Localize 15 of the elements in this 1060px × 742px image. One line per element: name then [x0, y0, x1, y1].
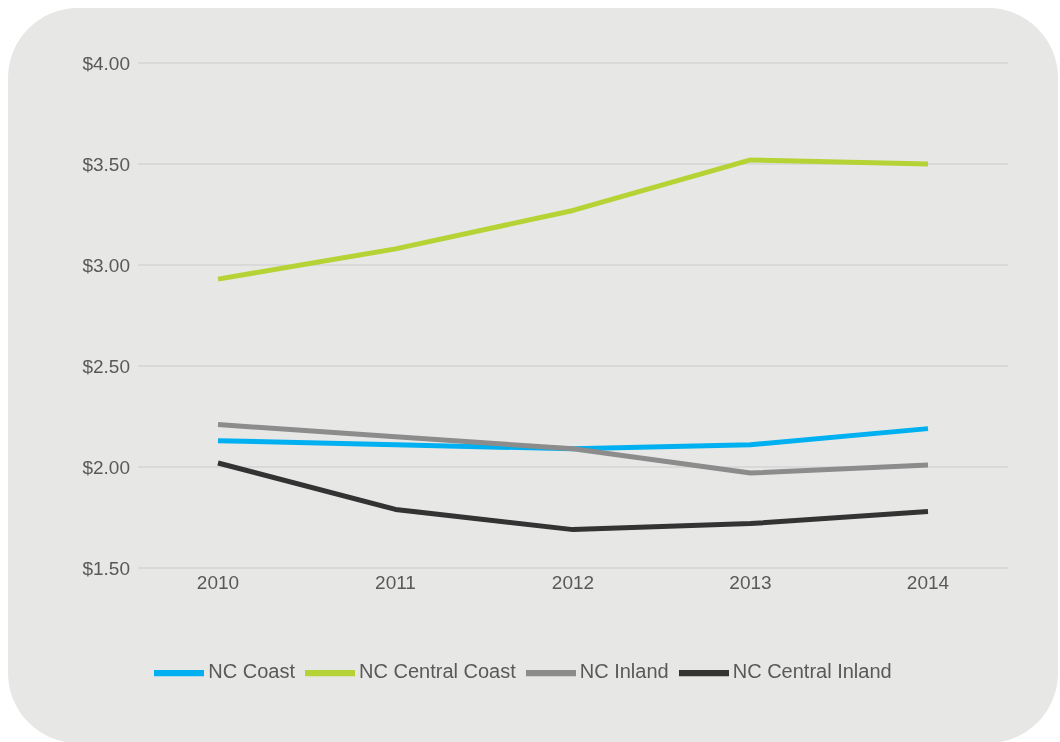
legend-label: NC Central Inland: [732, 660, 892, 683]
y-tick-label: $2.50: [82, 355, 130, 377]
y-tick-label: $3.50: [82, 153, 130, 175]
x-tick-label: 2012: [551, 572, 595, 594]
legend-label: NC Inland: [579, 660, 669, 683]
x-tick-label: 2014: [906, 572, 950, 594]
y-tick-label: $4.00: [82, 52, 130, 74]
y-tick-label: $3.00: [82, 254, 130, 276]
x-tick-label: 2010: [196, 572, 240, 594]
legend-label: NC Coast: [208, 660, 296, 683]
x-tick-label: 2013: [729, 572, 772, 594]
legend-label: NC Central Coast: [359, 660, 516, 683]
y-tick-label: $1.50: [82, 557, 130, 579]
x-tick-label: 2011: [375, 572, 416, 594]
y-tick-label: $2.00: [82, 456, 130, 478]
